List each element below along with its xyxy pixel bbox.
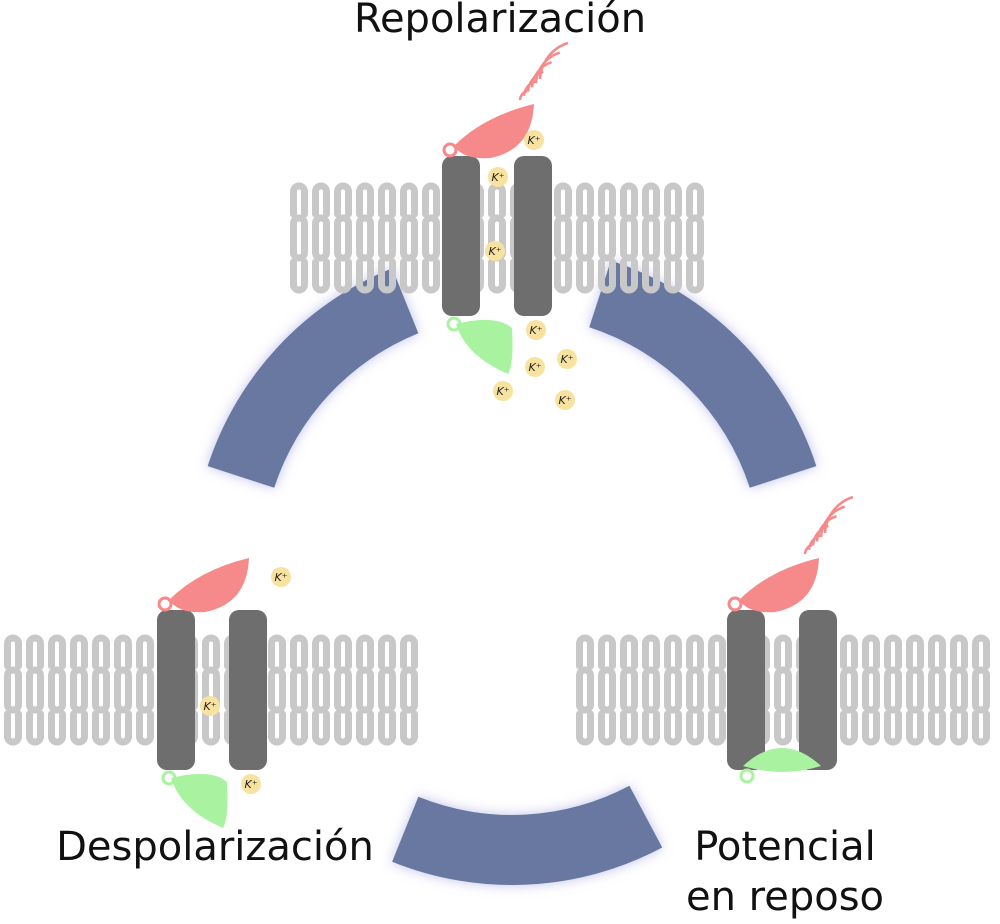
ion-circle — [525, 357, 545, 377]
cycle-arrows — [207, 260, 817, 885]
cycle-arrow-segment — [589, 260, 817, 488]
inactivation-gate — [456, 319, 513, 374]
ion-label: K⁺ — [527, 134, 540, 147]
lipid-tails-lower — [576, 710, 990, 746]
channel-subunit-left — [157, 610, 195, 770]
potassium-ion: K⁺ — [271, 567, 291, 587]
inactivation-gate — [171, 773, 228, 828]
label-resting-line2: en reposo — [685, 874, 885, 920]
potassium-ion: K⁺ — [241, 774, 261, 794]
ion-label: K⁺ — [491, 171, 504, 184]
potassium-ion: K⁺ — [525, 357, 545, 377]
potassium-ion: K⁺ — [493, 381, 513, 401]
lipid-tails-upper — [576, 634, 990, 670]
lipid-tails-upper-inner — [4, 666, 418, 702]
channel-subunit-right — [799, 610, 837, 770]
activation-gate — [454, 104, 534, 159]
ion-circle — [493, 381, 513, 401]
ion-label: K⁺ — [529, 324, 542, 337]
ion-circle — [200, 696, 220, 716]
activation-gate — [739, 558, 819, 613]
ion-label: K⁺ — [560, 353, 573, 366]
inactivation-gate-hinge — [739, 768, 755, 784]
activation-gate — [169, 558, 249, 613]
signal-wave — [522, 80, 536, 96]
activation-gate-hinge — [442, 142, 458, 158]
lipid-tails-lower — [4, 710, 418, 746]
ion-circle — [557, 349, 577, 369]
inactivation-gate-hinge — [161, 770, 177, 786]
lipid-tails-upper-inner — [576, 666, 990, 702]
cycle-arrow-segment — [392, 785, 663, 885]
label-resting-line1: Potencial — [694, 824, 876, 870]
ion-label: K⁺ — [488, 245, 501, 258]
activation-gate-hinge — [727, 596, 743, 612]
channel-pore-mouth-bottom — [480, 296, 514, 316]
potassium-ion: K⁺ — [200, 696, 220, 716]
ion-circle — [241, 774, 261, 794]
channel-subunit-left — [442, 156, 480, 316]
signal-wave — [538, 41, 569, 80]
lipid-tails-upper — [4, 634, 418, 670]
channel-pore-mouth-top — [195, 610, 229, 630]
ion-circle — [485, 241, 505, 261]
potassium-ion: K⁺ — [488, 167, 508, 187]
label-resting-potential: Potencial en reposo — [660, 822, 910, 922]
inactivation-gate-hinge — [446, 316, 462, 332]
ion-circle — [526, 320, 546, 340]
membrane-left — [4, 634, 418, 746]
ion-label: K⁺ — [274, 571, 287, 584]
ion-label: K⁺ — [558, 394, 571, 407]
ion-label: K⁺ — [528, 361, 541, 374]
ion-label: K⁺ — [203, 700, 216, 713]
signal-wave — [823, 495, 854, 534]
signal-wave — [803, 543, 813, 555]
channel-subunit-right — [229, 610, 267, 770]
cycle-arrow-segment — [207, 268, 419, 488]
potassium-ion: K⁺ — [485, 241, 505, 261]
channel-pore-mouth-bottom — [195, 750, 229, 770]
ion-circle — [524, 130, 544, 150]
ion-circle — [488, 167, 508, 187]
ion-circle — [555, 390, 575, 410]
channel-pore-mouth-top — [765, 610, 799, 630]
potassium-ion: K⁺ — [524, 130, 544, 150]
potassium-ion: K⁺ — [555, 390, 575, 410]
inactivation-gate — [743, 748, 821, 772]
label-depolarization: Despolarización — [56, 824, 374, 870]
potassium-channel-resting — [727, 495, 854, 784]
channel-subunit-left — [727, 610, 765, 770]
ion-circle — [271, 567, 291, 587]
potassium-channel-repolarization — [442, 41, 569, 374]
potassium-ions: K⁺ K⁺ K⁺ K⁺ K⁺ K⁺ K⁺ K⁺ K⁺ K⁺ K⁺ — [200, 130, 577, 794]
lipid-tails-upper — [290, 182, 704, 218]
potassium-ion: K⁺ — [526, 320, 546, 340]
membrane-right — [576, 634, 990, 746]
lipid-tails-lower-inner — [576, 678, 990, 714]
signal-wave — [807, 534, 821, 550]
label-repolarization: Repolarización — [353, 0, 647, 42]
activation-gate-hinge — [157, 596, 173, 612]
signal-wave — [518, 89, 528, 101]
channel-subunit-right — [514, 156, 552, 316]
ion-label: K⁺ — [244, 778, 257, 791]
potassium-channel-depolarization — [157, 558, 267, 828]
potassium-ion: K⁺ — [557, 349, 577, 369]
ion-label: K⁺ — [496, 385, 509, 398]
